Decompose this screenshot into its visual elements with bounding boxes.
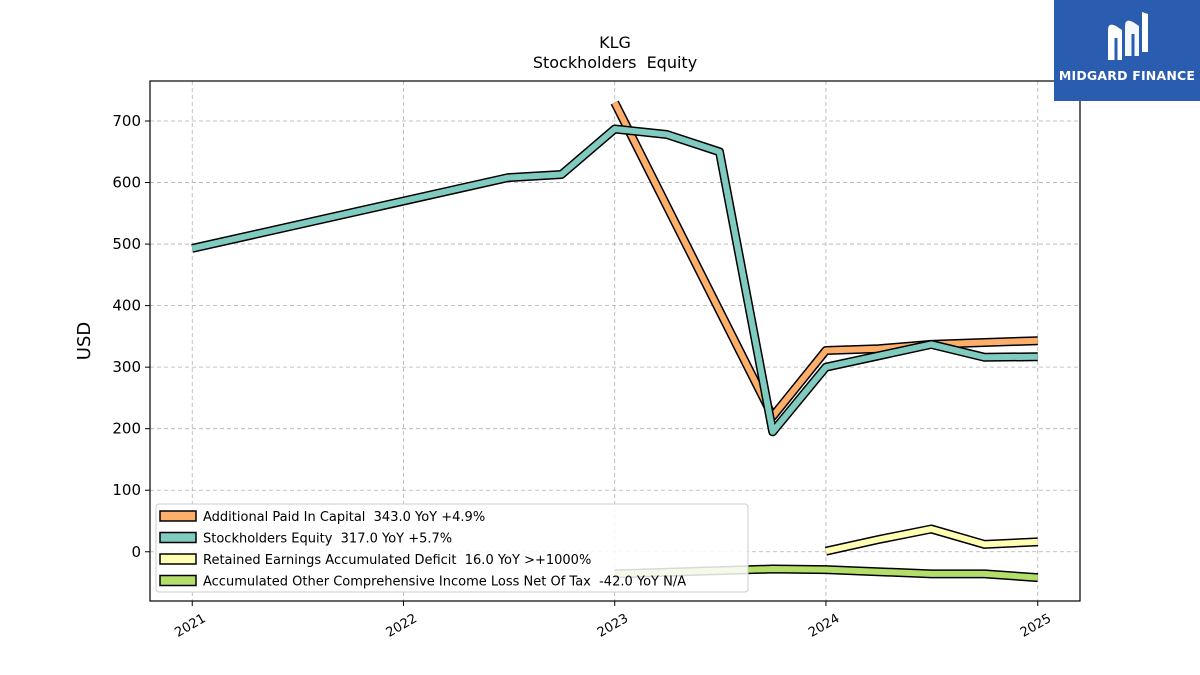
legend-swatch <box>159 553 197 565</box>
series-2 <box>824 524 1039 556</box>
x-tick-label: 2023 <box>595 611 631 641</box>
y-tick-label: 100 <box>112 481 141 499</box>
legend-entry: Additional Paid In Capital 343.0 YoY +4.… <box>203 510 485 525</box>
y-tick-label: 700 <box>112 112 141 130</box>
y-tick-label: 500 <box>112 235 141 253</box>
y-tick-label: 300 <box>112 358 141 376</box>
chart-title: KLG <box>599 33 631 52</box>
y-tick-label: 400 <box>112 297 141 315</box>
chart-subtitle: Stockholders Equity <box>533 53 697 72</box>
legend: Additional Paid In Capital 343.0 YoY +4.… <box>155 503 749 593</box>
legend-swatch <box>159 531 197 544</box>
x-axis: 2021 2022 2023 2024 2025 <box>172 601 1054 641</box>
x-tick-label: 2022 <box>384 611 420 641</box>
y-axis: 0 100 200 300 400 500 600 700 <box>112 112 150 561</box>
y-axis-label: USD <box>74 322 95 360</box>
legend-entry: Stockholders Equity 317.0 YoY +5.7% <box>203 532 452 547</box>
legend-entry: Accumulated Other Comprehensive Income L… <box>203 575 686 590</box>
y-tick-label: 600 <box>112 174 141 192</box>
series-line <box>825 526 1038 555</box>
series-line-outline <box>824 524 1039 556</box>
midgard-finance-logo: MIDGARD FINANCE <box>1054 0 1200 101</box>
x-tick-label: 2024 <box>806 611 842 641</box>
midgard-m-logo-icon <box>1108 12 1148 61</box>
x-tick-label: 2021 <box>172 611 208 641</box>
y-tick-label: 200 <box>112 420 141 438</box>
series-lines <box>191 100 1039 583</box>
legend-swatch <box>159 574 197 587</box>
logo-text: MIDGARD FINANCE <box>1058 68 1196 83</box>
series-1 <box>191 124 1038 437</box>
series-line <box>191 126 1038 435</box>
legend-swatch <box>159 510 197 522</box>
y-tick-label: 0 <box>131 543 141 561</box>
legend-entry: Retained Earnings Accumulated Deficit 16… <box>203 553 591 568</box>
x-tick-label: 2025 <box>1018 611 1054 641</box>
legend-box <box>155 503 749 593</box>
